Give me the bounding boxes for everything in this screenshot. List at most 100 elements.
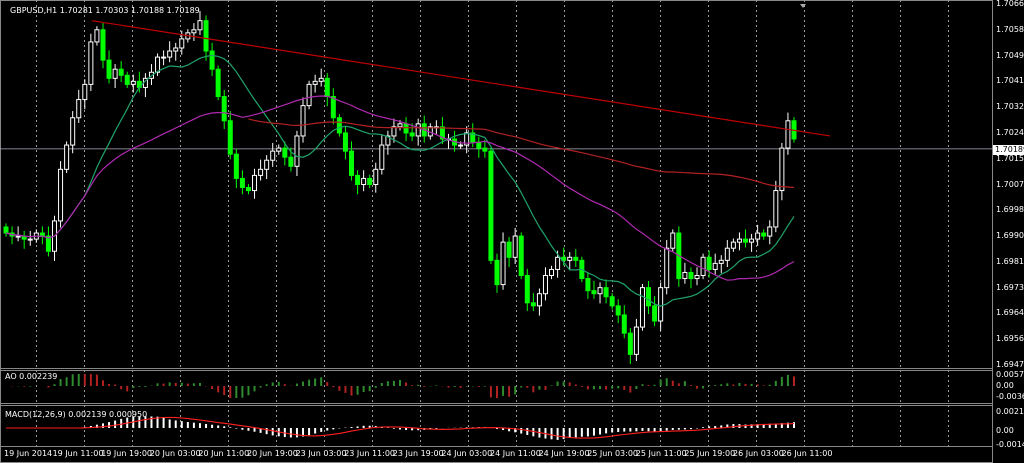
price-tick-label: 1.69475 (996, 360, 1024, 369)
candle-body (682, 271, 688, 280)
candle-body (743, 238, 749, 243)
time-tick-label: 19 Jun 11:00 (52, 449, 104, 458)
candle-body (330, 96, 336, 119)
candle-body (15, 235, 21, 238)
candle-body (524, 275, 530, 304)
candle-body (203, 20, 209, 52)
time-tick-label: 20 Jun 11:00 (198, 449, 250, 458)
candle-body (555, 256, 561, 270)
candle-body (670, 232, 676, 249)
time-tick-label: 20 Jun 03:00 (149, 449, 201, 458)
price-tick-label: 1.69985 (996, 205, 1024, 215)
candle-body (603, 287, 609, 298)
candle-body (245, 187, 251, 192)
candle-body (585, 278, 591, 292)
candle-body (597, 287, 603, 295)
candle-body (397, 123, 403, 128)
candle-body (379, 144, 385, 170)
candle-body (312, 80, 318, 85)
candle-body (633, 326, 639, 355)
time-tick-label: 25 Jun 03:00 (587, 449, 639, 458)
candle-body (270, 150, 276, 161)
candle-body (161, 56, 167, 59)
time-tick-label: 20 Jun 19:00 (247, 449, 298, 458)
candle-body (391, 126, 397, 137)
candle-body (82, 83, 88, 101)
candle-body (712, 262, 718, 270)
candle-body (336, 117, 342, 134)
price-tick-label: 1.70325 (996, 102, 1024, 112)
time-tick-label: 26 Jun 11:00 (781, 449, 833, 458)
price-tick-label: 1.70070 (996, 179, 1024, 189)
candle-body (276, 147, 282, 152)
candle-body (567, 256, 573, 261)
candle-body (409, 132, 415, 137)
candle-body (761, 232, 767, 237)
price-tick-label: 1.70495 (996, 50, 1024, 60)
candle-body (294, 135, 300, 167)
price-tick-label: 1.69730 (996, 282, 1024, 292)
trendline (91, 20, 831, 137)
candle-body (258, 168, 264, 176)
candle-body (403, 123, 409, 134)
price-tick-label: 1.69815 (996, 256, 1024, 266)
price-tick-label: 1.69560 (996, 334, 1024, 344)
candle-body (530, 302, 536, 307)
price-axis[interactable] (993, 0, 1024, 463)
macd-axis-bottom: -0.001432 (996, 440, 1024, 449)
candle-body (3, 226, 9, 234)
candle-body (197, 20, 203, 31)
candle-body (573, 256, 579, 261)
candle-body (373, 168, 379, 186)
time-tick-label: 19 Jun 2014 (4, 449, 53, 458)
candle-body (155, 56, 161, 73)
candle-body (264, 159, 270, 170)
time-tick-label: 19 Jun 19:00 (101, 449, 153, 458)
candle-body (349, 150, 355, 176)
price-tick-label: 1.70240 (996, 127, 1024, 137)
candle-body (27, 238, 33, 241)
candle-body (688, 271, 694, 280)
candle-body (724, 247, 730, 261)
ma-slow-line (248, 118, 795, 189)
candle-body (736, 238, 742, 243)
candle-body (639, 287, 645, 328)
candle-body (458, 144, 464, 147)
time-tick-label: 25 Jun 19:00 (684, 449, 736, 458)
candle-body (252, 174, 258, 192)
price-tick-label: 1.70665 (996, 0, 1024, 8)
chart-area[interactable] (0, 0, 996, 463)
candle-body (755, 232, 761, 240)
candle-body (439, 126, 445, 140)
candle-body (233, 153, 239, 179)
candle-body (215, 68, 221, 98)
macd-title: MACD(12,26,9) 0.002139 0.000950 (5, 410, 148, 419)
candle-body (767, 226, 773, 237)
price-tick-label: 1.69900 (996, 231, 1024, 241)
candle-body (470, 132, 476, 143)
ao-axis-top: 0.005788 (996, 370, 1024, 379)
candle-body (506, 241, 512, 258)
candle-body (785, 120, 791, 149)
candle-body (300, 105, 306, 137)
candle-body (542, 275, 548, 295)
candle-body (464, 132, 470, 146)
candle-body (549, 268, 555, 277)
candle-body (191, 29, 197, 34)
candle-body (282, 147, 288, 158)
candle-body (488, 150, 494, 261)
time-tick-label: 24 Jun 11:00 (490, 449, 541, 458)
time-tick-label: 26 Jun 03:00 (733, 449, 784, 458)
candle-body (221, 96, 227, 122)
price-tick-label: 1.70410 (996, 76, 1024, 86)
candle-body (621, 314, 627, 334)
candle-body (209, 50, 215, 70)
ma-mid-line (5, 95, 795, 281)
candle-body (324, 77, 330, 98)
candle-body (45, 235, 51, 252)
candle-body (730, 241, 736, 249)
candle-body (518, 235, 524, 277)
price-tick-label: 1.70155 (996, 153, 1024, 163)
chart-shift-marker (800, 4, 806, 8)
